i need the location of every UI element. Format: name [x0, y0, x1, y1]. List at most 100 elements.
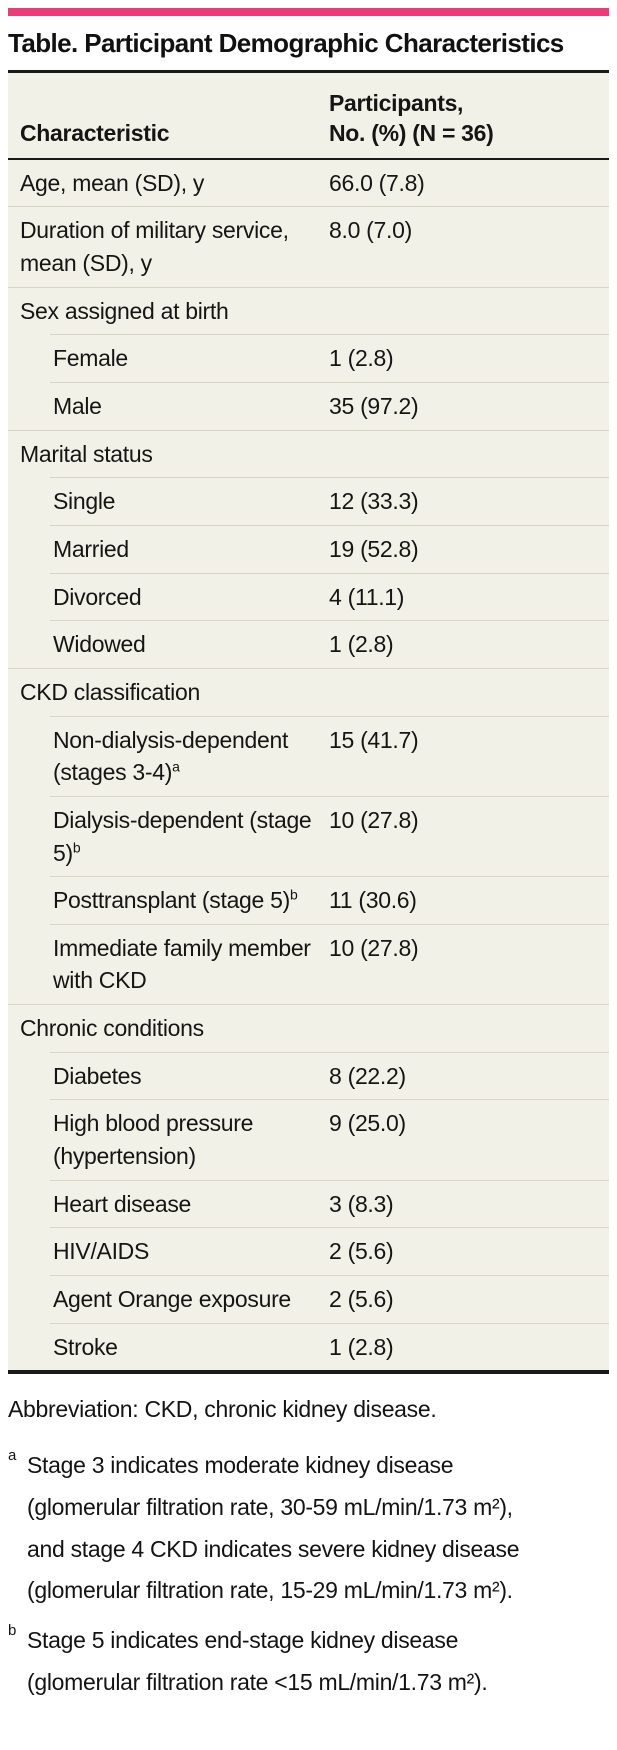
footnote-a: a Stage 3 indicates moderate kidney dise… [8, 1445, 553, 1612]
row-divider [50, 876, 609, 878]
row-divider [8, 206, 609, 208]
footnote-ref: b [72, 838, 81, 855]
row-divider [50, 1275, 609, 1277]
row-label: High blood pressure (hypertension) [53, 1110, 254, 1170]
row-divider [50, 1322, 609, 1324]
demographics-table: Characteristic Participants, No. (%) (N … [8, 69, 609, 1375]
row-label: Widowed [53, 631, 146, 658]
row-divider [50, 477, 609, 479]
header-participants-line2: No. (%) (N = 36) [329, 119, 494, 146]
row-divider [50, 1227, 609, 1229]
table-row: Female 1 (2.8) [8, 334, 609, 382]
table-row: Chronic conditions [8, 1004, 609, 1052]
row-value: 10 (27.8) [329, 806, 419, 833]
table-row: HIV/AIDS 2 (5.6) [8, 1227, 609, 1275]
table-row: Single 12 (33.3) [8, 477, 609, 525]
row-label: Female [53, 345, 128, 372]
table-row: Married 19 (52.8) [8, 524, 609, 573]
row-value: 10 (27.8) [329, 934, 419, 961]
header-participants: Participants, No. (%) (N = 36) [329, 73, 609, 158]
footnote-ref: b [289, 886, 298, 903]
row-value: 9 (25.0) [329, 1110, 406, 1137]
row-label: HIV/AIDS [53, 1238, 150, 1265]
row-label: Duration of military service, mean (SD),… [20, 217, 289, 276]
table-row: Duration of military service, mean (SD),… [8, 206, 609, 286]
table-row: Widowed 1 (2.8) [8, 620, 609, 668]
row-value: 8 (22.2) [329, 1062, 406, 1089]
table-row: Divorced 4 (11.1) [8, 572, 609, 621]
table-row: Sex assigned at birth [8, 286, 609, 335]
table-row: Posttransplant (stage 5)b 11 (30.6) [8, 876, 609, 924]
table-row: Heart disease 3 (8.3) [8, 1179, 609, 1228]
row-divider [8, 667, 609, 669]
row-value: 12 (33.3) [329, 488, 419, 515]
row-divider [50, 795, 609, 797]
row-divider [50, 1179, 609, 1181]
footnote-ref: a [172, 758, 180, 775]
table-title: Table. Participant Demographic Character… [8, 28, 564, 58]
row-label: Male [53, 392, 102, 419]
row-value: 8.0 (7.0) [329, 217, 412, 244]
row-value: 66.0 (7.8) [329, 169, 425, 196]
footnote-a-marker: a [8, 1446, 17, 1464]
table-row: Diabetes 8 (22.2) [8, 1051, 609, 1100]
row-divider [50, 1099, 609, 1101]
row-label: Diabetes [53, 1062, 142, 1089]
row-value: 2 (5.6) [329, 1286, 394, 1313]
row-value: 3 (8.3) [329, 1190, 394, 1217]
row-label: Heart disease [53, 1190, 192, 1217]
row-divider [50, 1051, 609, 1053]
row-value [329, 288, 609, 302]
row-value [329, 1005, 609, 1019]
row-divider [50, 572, 609, 574]
abbreviation-note: Abbreviation: CKD, chronic kidney diseas… [8, 1396, 437, 1423]
row-divider [50, 381, 609, 383]
row-divider [50, 620, 609, 622]
row-value: 1 (2.8) [329, 631, 394, 658]
row-value: 1 (2.8) [329, 345, 394, 372]
row-value: 19 (52.8) [329, 535, 419, 562]
row-value [329, 669, 609, 683]
row-divider [8, 429, 609, 431]
row-label: Divorced [53, 583, 142, 610]
footnote-b: b Stage 5 indicates end-stage kidney dis… [8, 1620, 553, 1704]
table-row: Immediate family member with CKD 10 (27.… [8, 923, 609, 1004]
table-row: High blood pressure (hypertension) 9 (25… [8, 1099, 609, 1179]
table-row: Dialysis-dependent (stage 5)b 10 (27.8) [8, 795, 609, 876]
row-label: Stroke [53, 1333, 118, 1360]
row-label: Immediate family member with CKD [53, 934, 311, 994]
header-participants-line1: Participants, [329, 89, 464, 116]
row-divider [50, 715, 609, 717]
row-divider [50, 524, 609, 526]
table-row: Marital status [8, 429, 609, 478]
footnotes-section: Abbreviation: CKD, chronic kidney diseas… [8, 1374, 609, 1704]
row-label: Chronic conditions [20, 1015, 204, 1042]
row-label: Dialysis-dependent (stage 5)b [53, 806, 312, 866]
table-row: Agent Orange exposure 2 (5.6) [8, 1275, 609, 1323]
row-value: 11 (30.6) [329, 887, 417, 914]
table-body: Age, mean (SD), y 66.0 (7.8) Duration of… [8, 160, 609, 1371]
row-label: Marital status [20, 440, 153, 467]
row-value: 4 (11.1) [329, 583, 405, 610]
row-label: Sex assigned at birth [20, 297, 229, 324]
row-value [329, 431, 609, 445]
row-divider [50, 923, 609, 925]
row-label: Single [53, 488, 116, 515]
row-label: Age, mean (SD), y [20, 169, 205, 196]
table-header-row: Characteristic Participants, No. (%) (N … [8, 73, 609, 160]
row-value: 15 (41.7) [329, 726, 419, 753]
row-label: Non-dialysis-dependent (stages 3-4)a [53, 726, 289, 786]
footnote-a-text: Stage 3 indicates moderate kidney diseas… [27, 1451, 520, 1604]
footnote-b-text: Stage 5 indicates end-stage kidney disea… [27, 1627, 488, 1696]
row-divider [8, 286, 609, 288]
row-divider [50, 334, 609, 336]
table-row: CKD classification [8, 667, 609, 716]
table-row: Age, mean (SD), y 66.0 (7.8) [8, 160, 609, 207]
header-characteristic: Characteristic [20, 119, 170, 146]
row-label: Posttransplant (stage 5)b [53, 886, 298, 914]
accent-bar [8, 8, 609, 16]
row-label: Married [53, 535, 129, 562]
row-label: CKD classification [20, 678, 200, 705]
row-value: 2 (5.6) [329, 1238, 394, 1265]
